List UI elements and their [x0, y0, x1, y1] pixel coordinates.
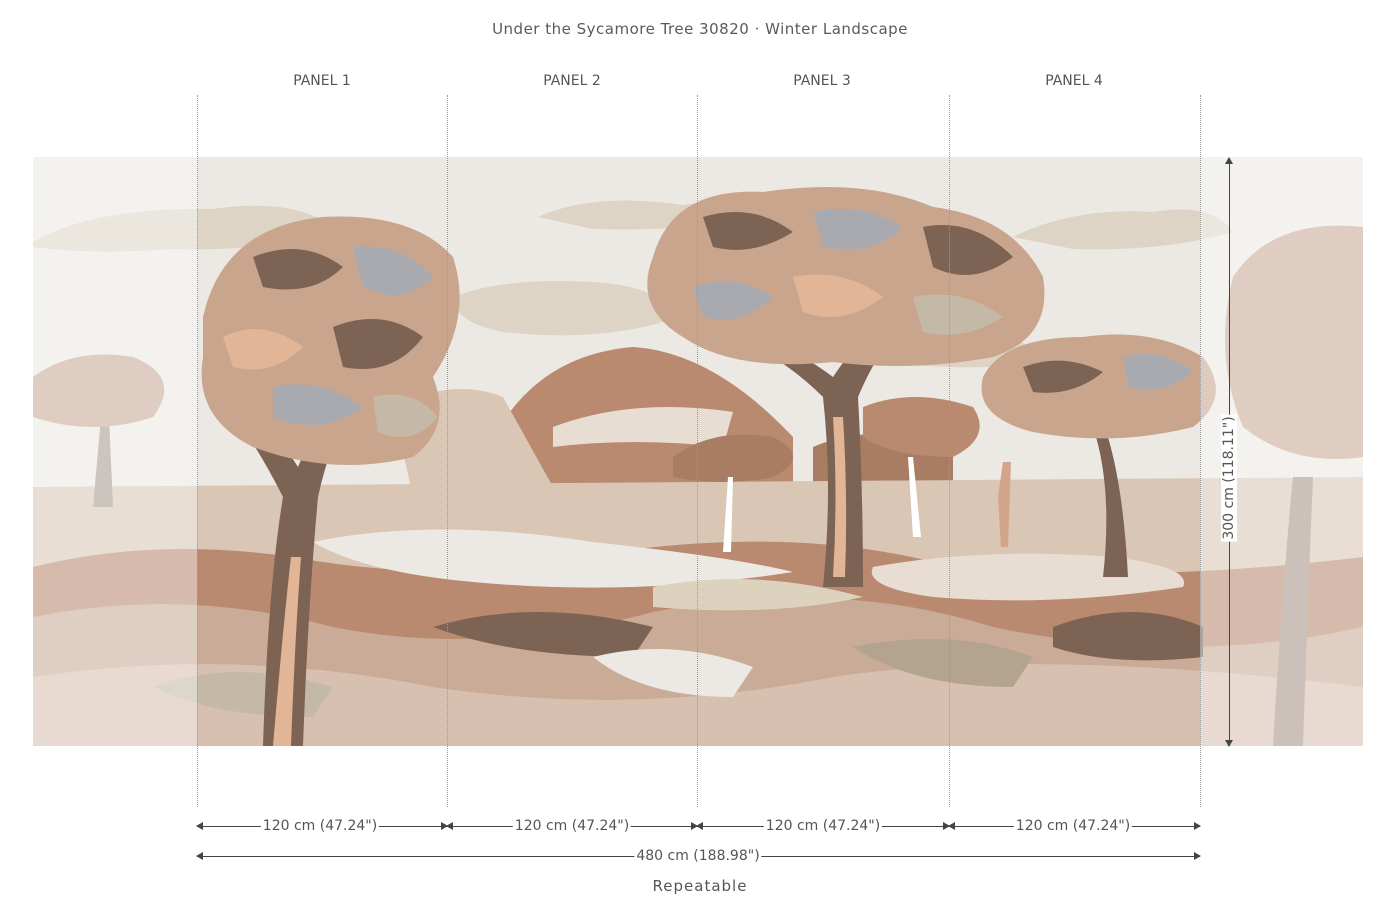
panel-divider	[697, 95, 698, 807]
panel-3-label: PANEL 3	[793, 73, 851, 89]
total-width-label: 480 cm (188.98")	[634, 848, 762, 864]
mural-illustration	[33, 157, 1363, 746]
panel-2-label: PANEL 2	[543, 73, 601, 89]
panel-divider	[1200, 95, 1201, 807]
repeat-preview-left	[33, 157, 197, 746]
height-dimension-label: 300 cm (118.11")	[1221, 414, 1237, 542]
panel-1-width-label: 120 cm (47.24")	[260, 818, 380, 834]
panel-divider	[949, 95, 950, 807]
panel-divider	[447, 95, 448, 807]
panel-3-width-label: 120 cm (47.24")	[763, 818, 883, 834]
panel-divider	[197, 95, 198, 807]
mural-title: Under the Sycamore Tree 30820 · Winter L…	[492, 20, 908, 38]
panel-1-label: PANEL 1	[293, 73, 351, 89]
panel-4-label: PANEL 4	[1045, 73, 1103, 89]
panel-4-width-label: 120 cm (47.24")	[1013, 818, 1133, 834]
panel-2-width-label: 120 cm (47.24")	[512, 818, 632, 834]
repeatable-label: Repeatable	[652, 877, 748, 895]
